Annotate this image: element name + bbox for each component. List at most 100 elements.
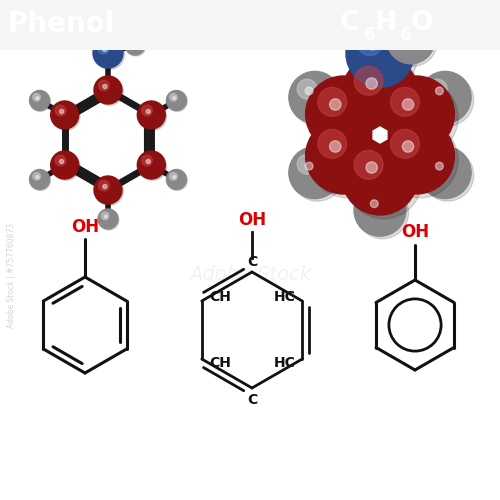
Text: Phenol: Phenol <box>8 10 115 38</box>
Circle shape <box>378 118 454 194</box>
Text: 6: 6 <box>364 26 376 44</box>
Circle shape <box>101 212 109 220</box>
Circle shape <box>52 102 80 130</box>
Circle shape <box>52 152 80 180</box>
Circle shape <box>306 162 313 170</box>
Text: Adobe Stock: Adobe Stock <box>189 266 311 284</box>
Circle shape <box>342 55 418 131</box>
Circle shape <box>60 160 64 164</box>
Circle shape <box>370 200 378 207</box>
Text: C: C <box>247 255 257 269</box>
Circle shape <box>94 40 124 70</box>
Circle shape <box>342 139 418 215</box>
Circle shape <box>96 78 124 106</box>
Text: 6: 6 <box>400 26 411 44</box>
Circle shape <box>306 76 382 152</box>
Circle shape <box>128 38 136 46</box>
Circle shape <box>94 176 122 204</box>
Text: OH: OH <box>238 211 266 229</box>
Text: Adobe Stock | #757760873: Adobe Stock | #757760873 <box>8 222 16 328</box>
Circle shape <box>382 80 458 156</box>
Circle shape <box>318 130 346 158</box>
Circle shape <box>402 30 409 38</box>
Circle shape <box>297 79 317 99</box>
Circle shape <box>126 36 146 56</box>
Circle shape <box>33 172 40 180</box>
Text: C: C <box>340 10 359 36</box>
Circle shape <box>436 162 444 170</box>
Text: OH: OH <box>401 223 429 241</box>
Circle shape <box>390 130 420 158</box>
Circle shape <box>50 101 78 129</box>
Circle shape <box>419 72 471 124</box>
Circle shape <box>318 88 346 117</box>
Circle shape <box>30 90 50 110</box>
Circle shape <box>346 143 422 219</box>
Circle shape <box>350 23 418 91</box>
Circle shape <box>368 40 378 50</box>
Circle shape <box>138 151 166 179</box>
Circle shape <box>389 18 437 66</box>
Text: HC: HC <box>274 290 295 304</box>
Circle shape <box>310 122 386 198</box>
Circle shape <box>422 74 474 126</box>
Circle shape <box>366 162 378 173</box>
Circle shape <box>292 149 344 201</box>
Circle shape <box>356 187 408 239</box>
Circle shape <box>142 105 152 116</box>
Polygon shape <box>373 127 387 143</box>
Circle shape <box>55 105 66 116</box>
Circle shape <box>172 96 176 100</box>
Circle shape <box>36 96 39 100</box>
Circle shape <box>99 210 119 230</box>
Text: H: H <box>375 10 397 36</box>
Circle shape <box>98 42 109 54</box>
Circle shape <box>354 66 383 96</box>
Circle shape <box>125 35 145 55</box>
Circle shape <box>96 178 124 206</box>
Circle shape <box>146 160 150 164</box>
Circle shape <box>166 170 186 190</box>
Circle shape <box>102 47 107 52</box>
Circle shape <box>33 94 40 101</box>
Text: CH: CH <box>209 356 231 370</box>
Circle shape <box>93 38 123 68</box>
Circle shape <box>138 102 166 130</box>
Circle shape <box>394 23 412 41</box>
Circle shape <box>30 170 50 190</box>
Text: HC: HC <box>274 356 295 370</box>
Circle shape <box>50 151 78 179</box>
Circle shape <box>30 170 50 190</box>
Circle shape <box>390 88 420 117</box>
Circle shape <box>402 99 413 110</box>
Circle shape <box>94 76 122 104</box>
Circle shape <box>98 180 109 191</box>
Circle shape <box>292 74 344 126</box>
Circle shape <box>132 41 134 44</box>
Circle shape <box>98 209 118 229</box>
Circle shape <box>310 80 386 156</box>
Circle shape <box>138 101 166 129</box>
Circle shape <box>297 154 317 174</box>
Circle shape <box>436 87 444 95</box>
Text: O: O <box>411 10 434 36</box>
Circle shape <box>138 152 166 180</box>
Circle shape <box>170 94 177 101</box>
Circle shape <box>30 92 50 112</box>
Circle shape <box>428 79 447 99</box>
Circle shape <box>168 170 188 190</box>
Circle shape <box>330 141 341 152</box>
Circle shape <box>419 146 471 199</box>
Circle shape <box>346 20 414 87</box>
Circle shape <box>36 176 39 178</box>
Circle shape <box>354 150 383 180</box>
Circle shape <box>422 149 474 201</box>
Circle shape <box>170 172 177 180</box>
Circle shape <box>306 87 313 95</box>
Circle shape <box>289 146 341 199</box>
Text: C: C <box>247 393 257 407</box>
Circle shape <box>146 110 150 114</box>
Text: CH: CH <box>209 290 231 304</box>
Circle shape <box>357 30 382 56</box>
Circle shape <box>142 155 152 166</box>
